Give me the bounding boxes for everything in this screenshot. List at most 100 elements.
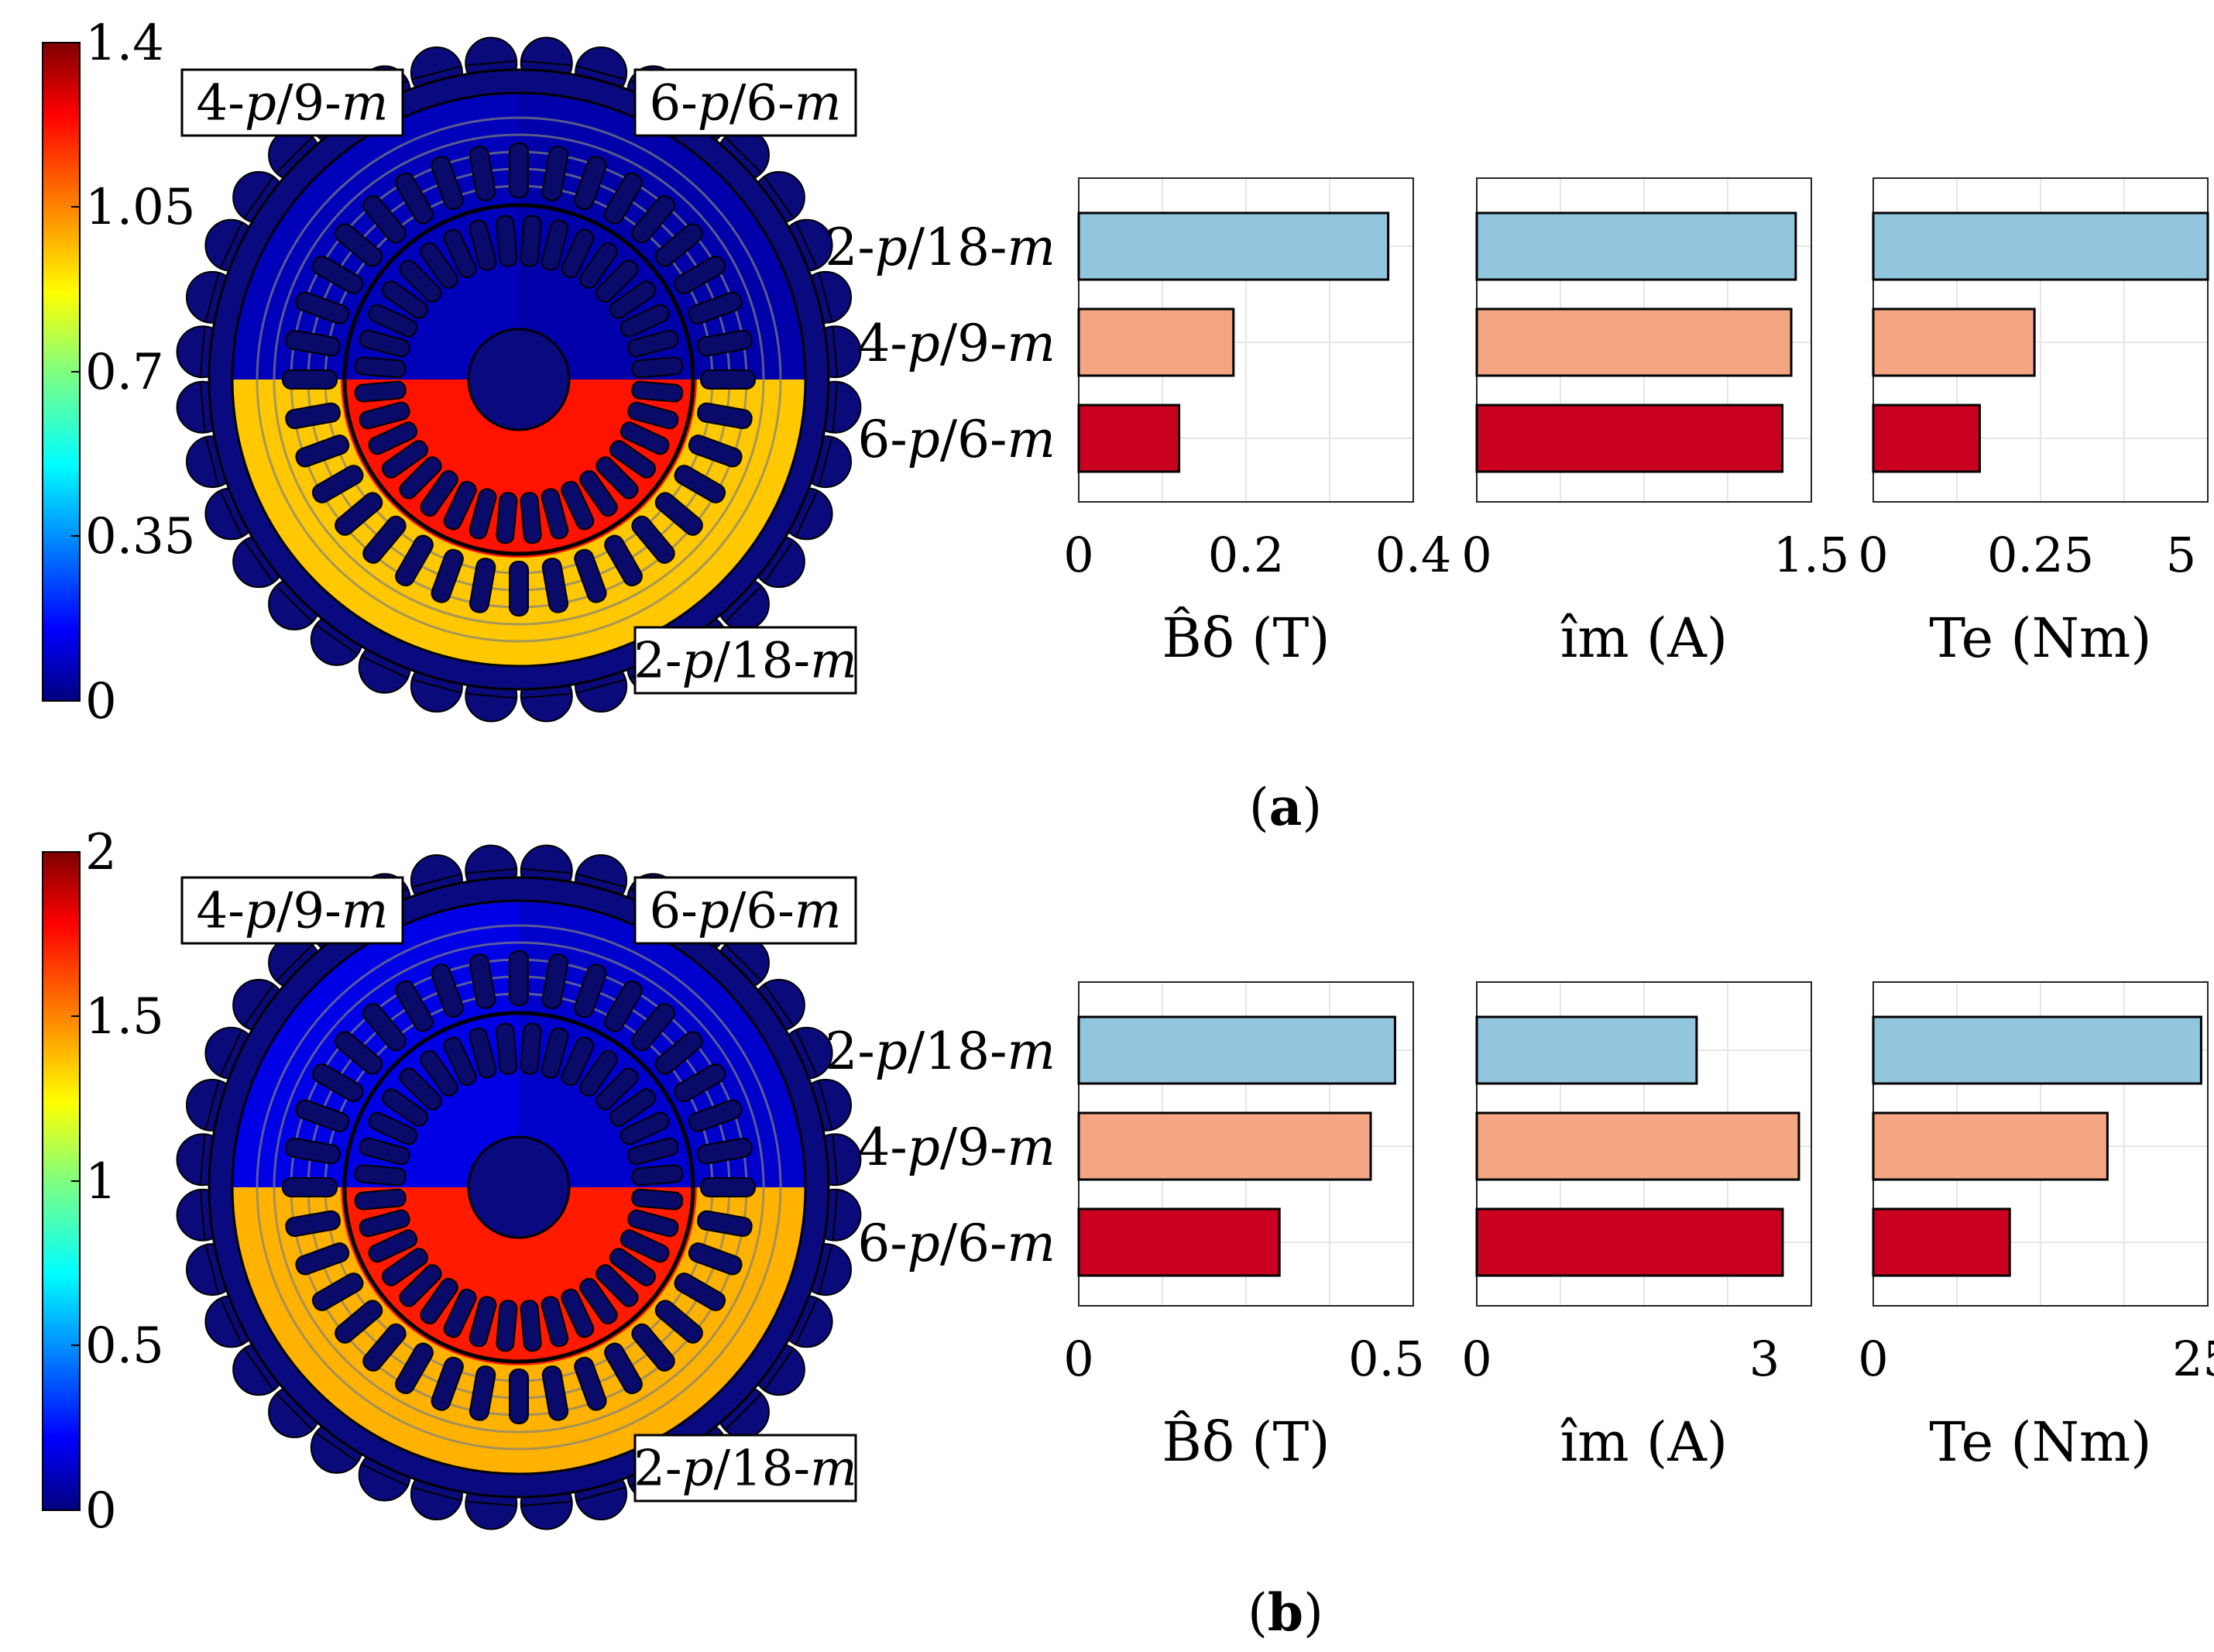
stator-slot xyxy=(285,329,341,357)
rotor-slot xyxy=(469,1027,497,1079)
stator-slot xyxy=(362,195,407,244)
rotor-slot xyxy=(420,1049,458,1097)
colorbar-tick-label: 1.5 xyxy=(85,988,164,1046)
end-winding-edge xyxy=(361,655,409,679)
stator-slot xyxy=(700,1177,756,1197)
stator-slot xyxy=(697,1137,753,1165)
stator-slot xyxy=(285,402,341,430)
quadrant-label-bottom-right: 2-p/18-m xyxy=(633,1441,857,1498)
rotor-slot xyxy=(420,470,458,517)
end-winding-edge xyxy=(199,381,206,433)
bar-4-p/9-m xyxy=(1077,1111,1372,1181)
rotor-slot xyxy=(399,1264,442,1307)
shaft xyxy=(467,1135,571,1239)
colorbar-tick-label: 0.35 xyxy=(85,508,196,565)
x-tick-label: 3 xyxy=(1749,1331,1780,1387)
bar-2-p/18-m xyxy=(1872,211,2209,281)
x-tick-label: 25 xyxy=(2172,1331,2214,1387)
end-winding-edge xyxy=(219,222,243,270)
rotor-slot xyxy=(381,1248,428,1286)
end-winding-edge xyxy=(204,436,220,487)
rotor-slot xyxy=(541,219,569,271)
end-winding-edge xyxy=(276,1393,314,1430)
rotor-slot xyxy=(609,1248,657,1286)
panel-caption-a: (a) xyxy=(1249,777,1322,837)
stator-slot xyxy=(541,1365,569,1421)
end-winding-edge xyxy=(204,1080,220,1131)
end-winding-edge xyxy=(219,489,243,538)
end-winding-edge xyxy=(832,381,839,433)
end-winding-edge xyxy=(795,489,819,538)
rotor-slot xyxy=(579,242,618,289)
stator-slot xyxy=(335,223,383,267)
rotor-slot xyxy=(620,1111,670,1145)
rotor-slot xyxy=(368,421,418,455)
category-label: 2-p/18-m xyxy=(825,218,1056,277)
rotor-slot xyxy=(381,440,428,479)
x-tick-label: 0.2 xyxy=(1208,527,1285,583)
rotor-slot xyxy=(496,1300,518,1352)
x-axis-label: Te (Nm) xyxy=(1929,606,2151,670)
stator-slot xyxy=(688,434,743,468)
stator-slot xyxy=(541,146,569,201)
colorbar-tick-label: 0.7 xyxy=(85,344,164,401)
flux-line xyxy=(273,133,765,626)
stator-slot xyxy=(509,143,529,198)
bar-chart-b-3: 0 25 Te (Nm) xyxy=(1858,981,2214,1474)
end-winding-edge xyxy=(764,540,795,583)
end-winding-edge xyxy=(520,1500,572,1507)
stator-slot xyxy=(697,402,753,430)
rotor-slot xyxy=(631,356,684,379)
colorbar-b: 2 1.5 1 0.5 0 xyxy=(42,824,164,1540)
air-gap-ring xyxy=(342,1011,695,1364)
panel-caption-b: (b) xyxy=(1248,1582,1323,1643)
end-winding-edge xyxy=(795,1029,819,1077)
category-label: 6-p/6-m xyxy=(857,1214,1056,1273)
air-gap-ring xyxy=(342,203,695,556)
rotor-slot xyxy=(354,1188,407,1211)
rotor-slot xyxy=(620,421,670,455)
x-axis-label: Te (Nm) xyxy=(1929,1410,2151,1474)
rotor-slot xyxy=(579,1049,618,1097)
flux-line xyxy=(273,941,765,1434)
end-winding-edge xyxy=(465,692,517,699)
rotor-slot xyxy=(496,215,518,267)
bar-4-p/9-m xyxy=(1475,307,1793,377)
rotor-slot xyxy=(469,219,497,271)
bar-2-p/18-m xyxy=(1077,211,1390,281)
end-winding-edge xyxy=(219,1029,243,1077)
rotor-slot xyxy=(420,1278,458,1325)
rotor-slot xyxy=(354,380,407,403)
stator-slot xyxy=(674,465,726,503)
bar-6-p/6-m xyxy=(1475,1207,1784,1277)
bar-6-p/6-m xyxy=(1872,404,1981,473)
rotor-slot xyxy=(520,215,542,267)
quadrant-label-top-right: 6-p/6-m xyxy=(650,75,842,132)
stator-slot xyxy=(700,369,756,390)
end-winding-edge xyxy=(724,136,762,174)
x-tick-label: 0 xyxy=(1858,1331,1888,1387)
stator-slot xyxy=(697,1210,753,1238)
rotor-slot xyxy=(627,329,679,358)
bar-6-p/6-m xyxy=(1475,404,1784,473)
stator-slot xyxy=(431,156,464,211)
end-winding-edge xyxy=(315,1432,359,1463)
bar-4-p/9-m xyxy=(1872,307,2036,377)
end-winding-edge xyxy=(795,222,819,270)
rotor-slot xyxy=(627,1209,679,1238)
stator-slot xyxy=(295,434,350,468)
stator-slot xyxy=(541,558,569,613)
rotor-slot xyxy=(368,1111,418,1145)
end-winding-edge xyxy=(575,65,626,81)
x-tick-label: 0 xyxy=(1063,1331,1093,1387)
quadrant-label-top-right: 6-p/6-m xyxy=(650,883,842,940)
category-label: 4-p/9-m xyxy=(857,1118,1056,1177)
stator-slot xyxy=(674,256,726,294)
rotor-slot xyxy=(443,1288,477,1338)
rotor-slot xyxy=(469,488,497,540)
stator-slot xyxy=(604,534,643,587)
category-label: 2-p/18-m xyxy=(825,1022,1056,1081)
rotor-slot xyxy=(443,1036,477,1087)
stator-slot xyxy=(688,1099,743,1132)
